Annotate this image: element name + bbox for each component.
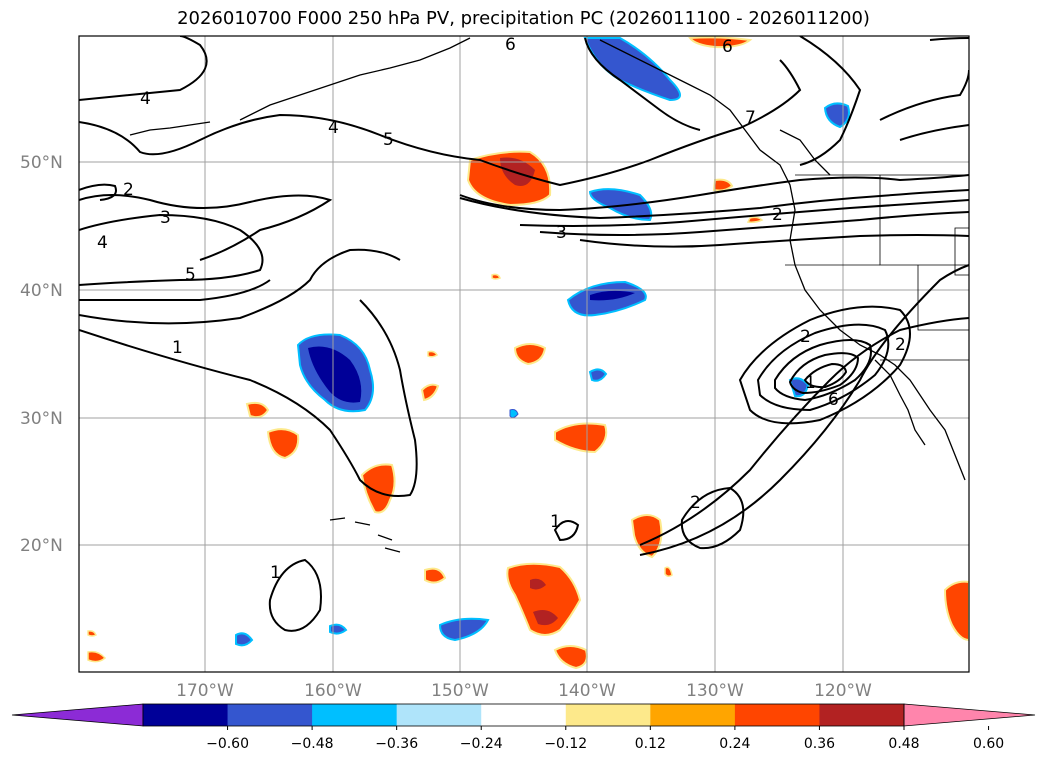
- colorbar-segment: [650, 704, 736, 726]
- colorbar-tick-label: −0.48: [291, 736, 334, 752]
- pv-label: 6: [505, 35, 516, 55]
- pv-label: 5: [185, 265, 196, 285]
- lat-label-20n: 20°N: [20, 536, 63, 556]
- graticule: [79, 36, 969, 672]
- colorbar-tick-label: −0.24: [460, 736, 503, 752]
- precip-negative-areas: [235, 37, 850, 647]
- pv-label: 1: [550, 512, 561, 532]
- pv-label: 1: [270, 563, 281, 583]
- pv-label: 4: [328, 118, 339, 138]
- colorbar-tick-label: −0.60: [206, 736, 249, 752]
- lon-label-150w: 150°W: [431, 681, 489, 701]
- colorbar-segment: [819, 704, 905, 726]
- political-borders: [785, 174, 969, 361]
- pv-label: 2: [123, 180, 134, 200]
- colorbar-tick-label: 0.12: [635, 736, 666, 752]
- lon-label-170w: 170°W: [176, 681, 234, 701]
- colorbar-tick-label: −0.36: [375, 736, 418, 752]
- lat-label-50n: 50°N: [20, 153, 63, 173]
- pv-contour-labels: 6 6 4 4 5 7 2 3 4 5 2 3 1 2 1 1 1 2 2 6: [97, 35, 906, 583]
- pv-label: 7: [745, 108, 756, 128]
- colorbar-tick-label: 0.48: [888, 736, 919, 752]
- pv-label: 4: [140, 89, 151, 109]
- colorbar-tick-label: 0.24: [719, 736, 750, 752]
- colorbar-frame: [142, 703, 905, 727]
- colorbar-segment: [481, 704, 567, 726]
- colorbar-segment: [227, 704, 313, 726]
- colorbar-segment: [312, 704, 398, 726]
- pv-contours: [79, 36, 969, 632]
- pv-label: 2: [895, 335, 906, 355]
- longitude-labels: 170°W 160°W 150°W 140°W 130°W 120°W: [176, 681, 872, 701]
- colorbar-segment: [396, 704, 482, 726]
- lon-label-130w: 130°W: [686, 681, 744, 701]
- map-frame: [78, 35, 970, 673]
- pv-label: 2: [772, 205, 783, 225]
- pv-label: 2: [800, 327, 811, 347]
- colorbar-tick-label: 0.60: [973, 736, 1004, 752]
- colorbar-extend-min: [11, 703, 144, 727]
- lat-label-30n: 30°N: [20, 409, 63, 429]
- pv-label: 1: [805, 373, 816, 393]
- lat-label-40n: 40°N: [20, 281, 63, 301]
- lon-label-160w: 160°W: [304, 681, 362, 701]
- lon-label-140w: 140°W: [558, 681, 616, 701]
- pv-label: 1: [172, 338, 183, 358]
- pv-label: 6: [722, 37, 733, 57]
- colorbar-segment: [565, 704, 651, 726]
- colorbar: −0.60 −0.48 −0.36 −0.24 −0.12 0.12 0.24 0.36 0.4…: [11, 703, 1036, 752]
- pv-label: 5: [383, 130, 394, 150]
- pv-label: 3: [160, 208, 171, 228]
- colorbar-tick-label: −0.12: [544, 736, 587, 752]
- colorbar-tick-label: 0.36: [804, 736, 835, 752]
- plot-title: 2026010700 F000 250 hPa PV, precipitatio…: [177, 8, 870, 29]
- lon-label-120w: 120°W: [814, 681, 872, 701]
- pv-label: 2: [690, 493, 701, 513]
- colorbar-extend-max: [903, 703, 1036, 727]
- latitude-labels: 50°N 40°N 30°N 20°N: [20, 153, 63, 556]
- colorbar-segment: [734, 704, 820, 726]
- pv-label: 3: [556, 223, 567, 243]
- precip-positive-areas: [87, 36, 969, 670]
- colorbar-segment: [143, 704, 229, 726]
- pv-label: 4: [97, 233, 108, 253]
- pv-label: 6: [828, 390, 839, 410]
